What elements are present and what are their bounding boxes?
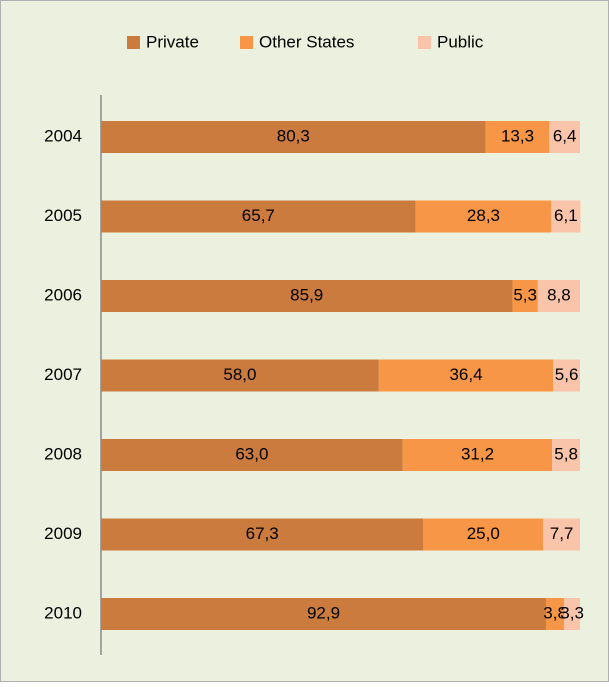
data-label: 67,3 bbox=[246, 524, 279, 543]
data-label: 92,9 bbox=[307, 603, 340, 622]
legend-label: Public bbox=[437, 32, 484, 51]
legend-label: Other States bbox=[259, 32, 354, 51]
bar-segment bbox=[101, 200, 416, 233]
bar-segment bbox=[537, 280, 580, 312]
data-label: 31,2 bbox=[461, 444, 494, 463]
data-label: 28,3 bbox=[467, 206, 500, 225]
bar-segment bbox=[545, 598, 565, 630]
data-label: 8,8 bbox=[547, 285, 571, 304]
data-label: 65,7 bbox=[242, 206, 275, 225]
data-label: 5,6 bbox=[555, 365, 579, 384]
bar-segment bbox=[485, 121, 550, 153]
bar-segment bbox=[564, 598, 580, 630]
bar-segment bbox=[101, 439, 403, 471]
bar-segment bbox=[549, 121, 580, 153]
data-label: 63,0 bbox=[235, 444, 268, 463]
bar-segment bbox=[101, 518, 424, 551]
data-label: 58,0 bbox=[223, 365, 256, 384]
data-label: 5,3 bbox=[513, 285, 537, 304]
bar-segment bbox=[101, 598, 546, 630]
bar-segment bbox=[512, 280, 538, 312]
data-label: 3,3 bbox=[560, 603, 584, 622]
data-label: 7,7 bbox=[550, 524, 574, 543]
bar-segment bbox=[402, 439, 553, 471]
data-label: 85,9 bbox=[290, 285, 323, 304]
legend-swatch bbox=[127, 36, 140, 49]
data-label: 13,3 bbox=[501, 126, 534, 145]
legend-label: Private bbox=[146, 32, 199, 51]
data-label: 25,0 bbox=[467, 524, 500, 543]
bar-segment bbox=[415, 200, 552, 233]
data-label: 5,8 bbox=[554, 444, 578, 463]
legend-swatch bbox=[418, 36, 431, 49]
bar-segment bbox=[543, 518, 580, 551]
bar-segment bbox=[101, 359, 379, 392]
y-tick-label: 2007 bbox=[44, 365, 82, 384]
y-tick-label: 2008 bbox=[44, 444, 82, 463]
data-label: 6,4 bbox=[553, 126, 577, 145]
bar-segment bbox=[552, 439, 580, 471]
data-label: 3,8 bbox=[543, 603, 567, 622]
y-tick-label: 2009 bbox=[44, 524, 82, 543]
y-tick-label: 2005 bbox=[44, 206, 82, 225]
bar-segment bbox=[101, 121, 486, 153]
y-tick-label: 2010 bbox=[44, 603, 82, 622]
legend-swatch bbox=[240, 36, 253, 49]
data-label: 80,3 bbox=[277, 126, 310, 145]
bar-segment bbox=[423, 518, 544, 551]
data-label: 36,4 bbox=[449, 365, 482, 384]
y-tick-label: 2006 bbox=[44, 285, 82, 304]
bar-segment bbox=[551, 200, 581, 233]
bar-segment bbox=[553, 359, 580, 392]
bar-segment bbox=[378, 359, 554, 392]
y-tick-label: 2004 bbox=[44, 126, 82, 145]
data-label: 6,1 bbox=[554, 206, 578, 225]
bar-segment bbox=[101, 280, 513, 312]
